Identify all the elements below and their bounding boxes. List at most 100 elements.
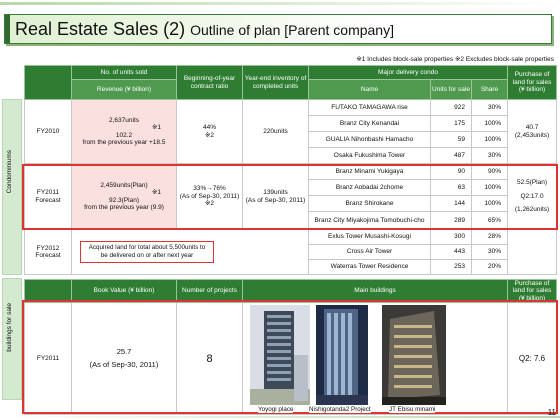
condo-name: Branz Shirokane xyxy=(308,195,431,212)
condo-units: 90 xyxy=(430,163,472,180)
projects-header: Number of projects xyxy=(176,278,243,304)
fy2011-ratio-date: (As of Sep-30, 2011) xyxy=(179,192,240,200)
fy2011-revenue-note: from the previous year (9.9) xyxy=(84,203,164,211)
fy2011-purchase-q2: Q2:17.0 xyxy=(520,192,544,200)
fy2011-inventory: 139units xyxy=(263,189,288,197)
condo-units: 144 xyxy=(430,195,472,212)
fy2011-purchase-cell: 52.5(Plan) Q2:17.0 (1,262units) xyxy=(507,163,558,230)
jt-ebisu-minami-image xyxy=(382,305,446,405)
fy2011-inventory-cell: 139units (As of Sep-30, 2011) xyxy=(242,163,309,230)
condo-units: 289 xyxy=(430,211,472,230)
fy2010-inventory: 220units xyxy=(242,99,309,164)
purchase-land-header: Purchase of land for sales (¥ billion) xyxy=(507,65,558,100)
fy2011-purchase-plan: 52.5(Plan) xyxy=(517,179,548,187)
bld-caption: Yoyogi place xyxy=(258,406,294,413)
main-buildings-header: Main buildings xyxy=(242,278,508,304)
yoyogi-place-image xyxy=(250,305,310,405)
condo-share: 65% xyxy=(470,211,509,230)
fy2012-note: Acquired land for total about 5,500units… xyxy=(80,241,214,263)
page-title: Real Estate Sales (2) Outline of plan [P… xyxy=(15,19,394,39)
units-sold-header: No. of units sold xyxy=(71,65,177,80)
fy2011-ratio-note: ※2 xyxy=(204,200,215,208)
fy2010-purchase-units: (2,453units) xyxy=(514,131,550,139)
bld-purchase: Q2: 7.6 xyxy=(507,302,557,416)
fy2011-ratio-cell: 33%→76% (As of Sep-30, 2011) ※2 xyxy=(176,163,243,230)
fy2010-units: 2,637units xyxy=(109,116,139,124)
inventory-header: Year-end inventory of completed units xyxy=(242,65,309,100)
bld-projects: 8 xyxy=(176,302,243,416)
condo-name: Cross Air Tower xyxy=(308,244,431,260)
bld-book-cell: 25.7 (As of Sep-30, 2011) xyxy=(71,302,177,416)
condo-name: FUTAKO TAMAGAWA rise xyxy=(308,99,431,116)
condo-name: GUALIA Nihonbashi Hamacho xyxy=(308,131,431,148)
condo-share: 30% xyxy=(470,244,509,260)
condo-units: 300 xyxy=(430,229,472,245)
fy2010-label: FY2010 xyxy=(24,99,72,164)
buildings-side-label: buildings for sale xyxy=(6,303,13,352)
condo-share: 20% xyxy=(470,259,509,275)
fy2011-inventory-date: (As of Sep-30, 2011) xyxy=(245,196,306,204)
fy2010-revenue-note: from the previous year +18.5 xyxy=(82,138,166,146)
condo-name: Branz Minami Yukigaya xyxy=(308,163,431,180)
fy2011-purchase-units: (1,262units) xyxy=(514,206,550,214)
condo-units: 253 xyxy=(430,259,472,275)
condo-share: 30% xyxy=(470,99,509,116)
condo-side-band xyxy=(2,99,22,275)
condo-units: 59 xyxy=(430,131,472,148)
condo-side-label: Condominiums xyxy=(6,150,13,194)
condo-share: 100% xyxy=(470,195,509,212)
condo-name: Branz City Kenandai xyxy=(308,115,431,132)
fy2010-purchase-cell: 40.7 (2,453units) xyxy=(507,99,558,164)
major-delivery-header: Major delivery condo xyxy=(307,65,509,80)
condo-name: Exlus Tower Musashi-Kosugi xyxy=(308,229,431,245)
contract-ratio-header: Beginning-of-year contract ratio xyxy=(176,65,243,100)
condo-share: 28% xyxy=(470,229,509,245)
share-header: Share xyxy=(470,79,509,100)
fy2011-ratio: 33%→76% xyxy=(193,185,226,193)
name-header: Name xyxy=(308,79,431,100)
fy2012-label: FY2012 Forecast xyxy=(24,229,72,275)
condo-units: 443 xyxy=(430,244,472,260)
condo-table: No. of units sold Beginning-of-year cont… xyxy=(24,65,558,275)
footnote: ※1 Includes block-sale properties ※2 Exc… xyxy=(356,56,554,63)
title-box: Real Estate Sales (2) Outline of plan [P… xyxy=(4,14,552,44)
fy2012-note-cell: Acquired land for total about 5,500units… xyxy=(71,229,309,275)
page-number: 11 xyxy=(547,408,556,417)
condo-name: Osaka Fukushima Tower xyxy=(308,147,431,164)
condo-name: Waterras Tower Residence xyxy=(308,259,431,275)
corner-cell xyxy=(24,65,72,100)
condo-units: 487 xyxy=(430,147,472,164)
fy2011-mark: ※1 xyxy=(151,189,161,197)
bld-book-value: 25.7 xyxy=(116,347,132,357)
buildings-side-band xyxy=(2,278,22,400)
buildings-table: Book Value (¥ billion) Number of project… xyxy=(24,278,557,416)
bottom-rule xyxy=(0,416,560,418)
condo-share: 30% xyxy=(470,147,509,164)
fy2010-ratio-cell: 44% ※2 xyxy=(176,99,243,164)
condo-share: 100% xyxy=(470,131,509,148)
fy2010-units-cell: 2,637units ※1 102.2 from the previous ye… xyxy=(71,99,177,164)
condo-share: 100% xyxy=(470,179,509,196)
bld-fy2011-label: FY2011 xyxy=(24,302,72,416)
fy2010-ratio: 44% xyxy=(202,124,216,132)
fy2011-units: 2,459units(Plan) xyxy=(100,181,148,189)
condo-share: 90% xyxy=(470,163,509,180)
fy2010-revenue: 102.2 xyxy=(115,131,133,139)
bld-purchase-header: Purchase of land for sales (¥ billion) xyxy=(507,278,557,304)
nishigotanda-image xyxy=(316,305,368,405)
fy2011-units-cell: 2,459units(Plan) ※1 92.3(Plan) from the … xyxy=(71,163,177,230)
condo-units: 922 xyxy=(430,99,472,116)
fy2012-purchase-cell xyxy=(507,229,558,275)
condo-share: 100% xyxy=(470,115,509,132)
condo-units: 63 xyxy=(430,179,472,196)
book-value-header: Book Value (¥ billion) xyxy=(71,278,177,304)
fy2010-mark: ※1 xyxy=(151,124,161,132)
condo-name: Branz Aobadai 2chome xyxy=(308,179,431,196)
fy2011-label: FY2011 Forecast xyxy=(24,163,72,230)
fy2011-revenue: 92.3(Plan) xyxy=(109,196,139,204)
bld-caption: Nishigotanda2 Project xyxy=(309,406,371,413)
fy2010-purchase: 40.7 xyxy=(525,124,539,132)
units-for-sale-header: Units for sale xyxy=(430,79,472,100)
top-rule xyxy=(0,2,560,5)
condo-units: 175 xyxy=(430,115,472,132)
